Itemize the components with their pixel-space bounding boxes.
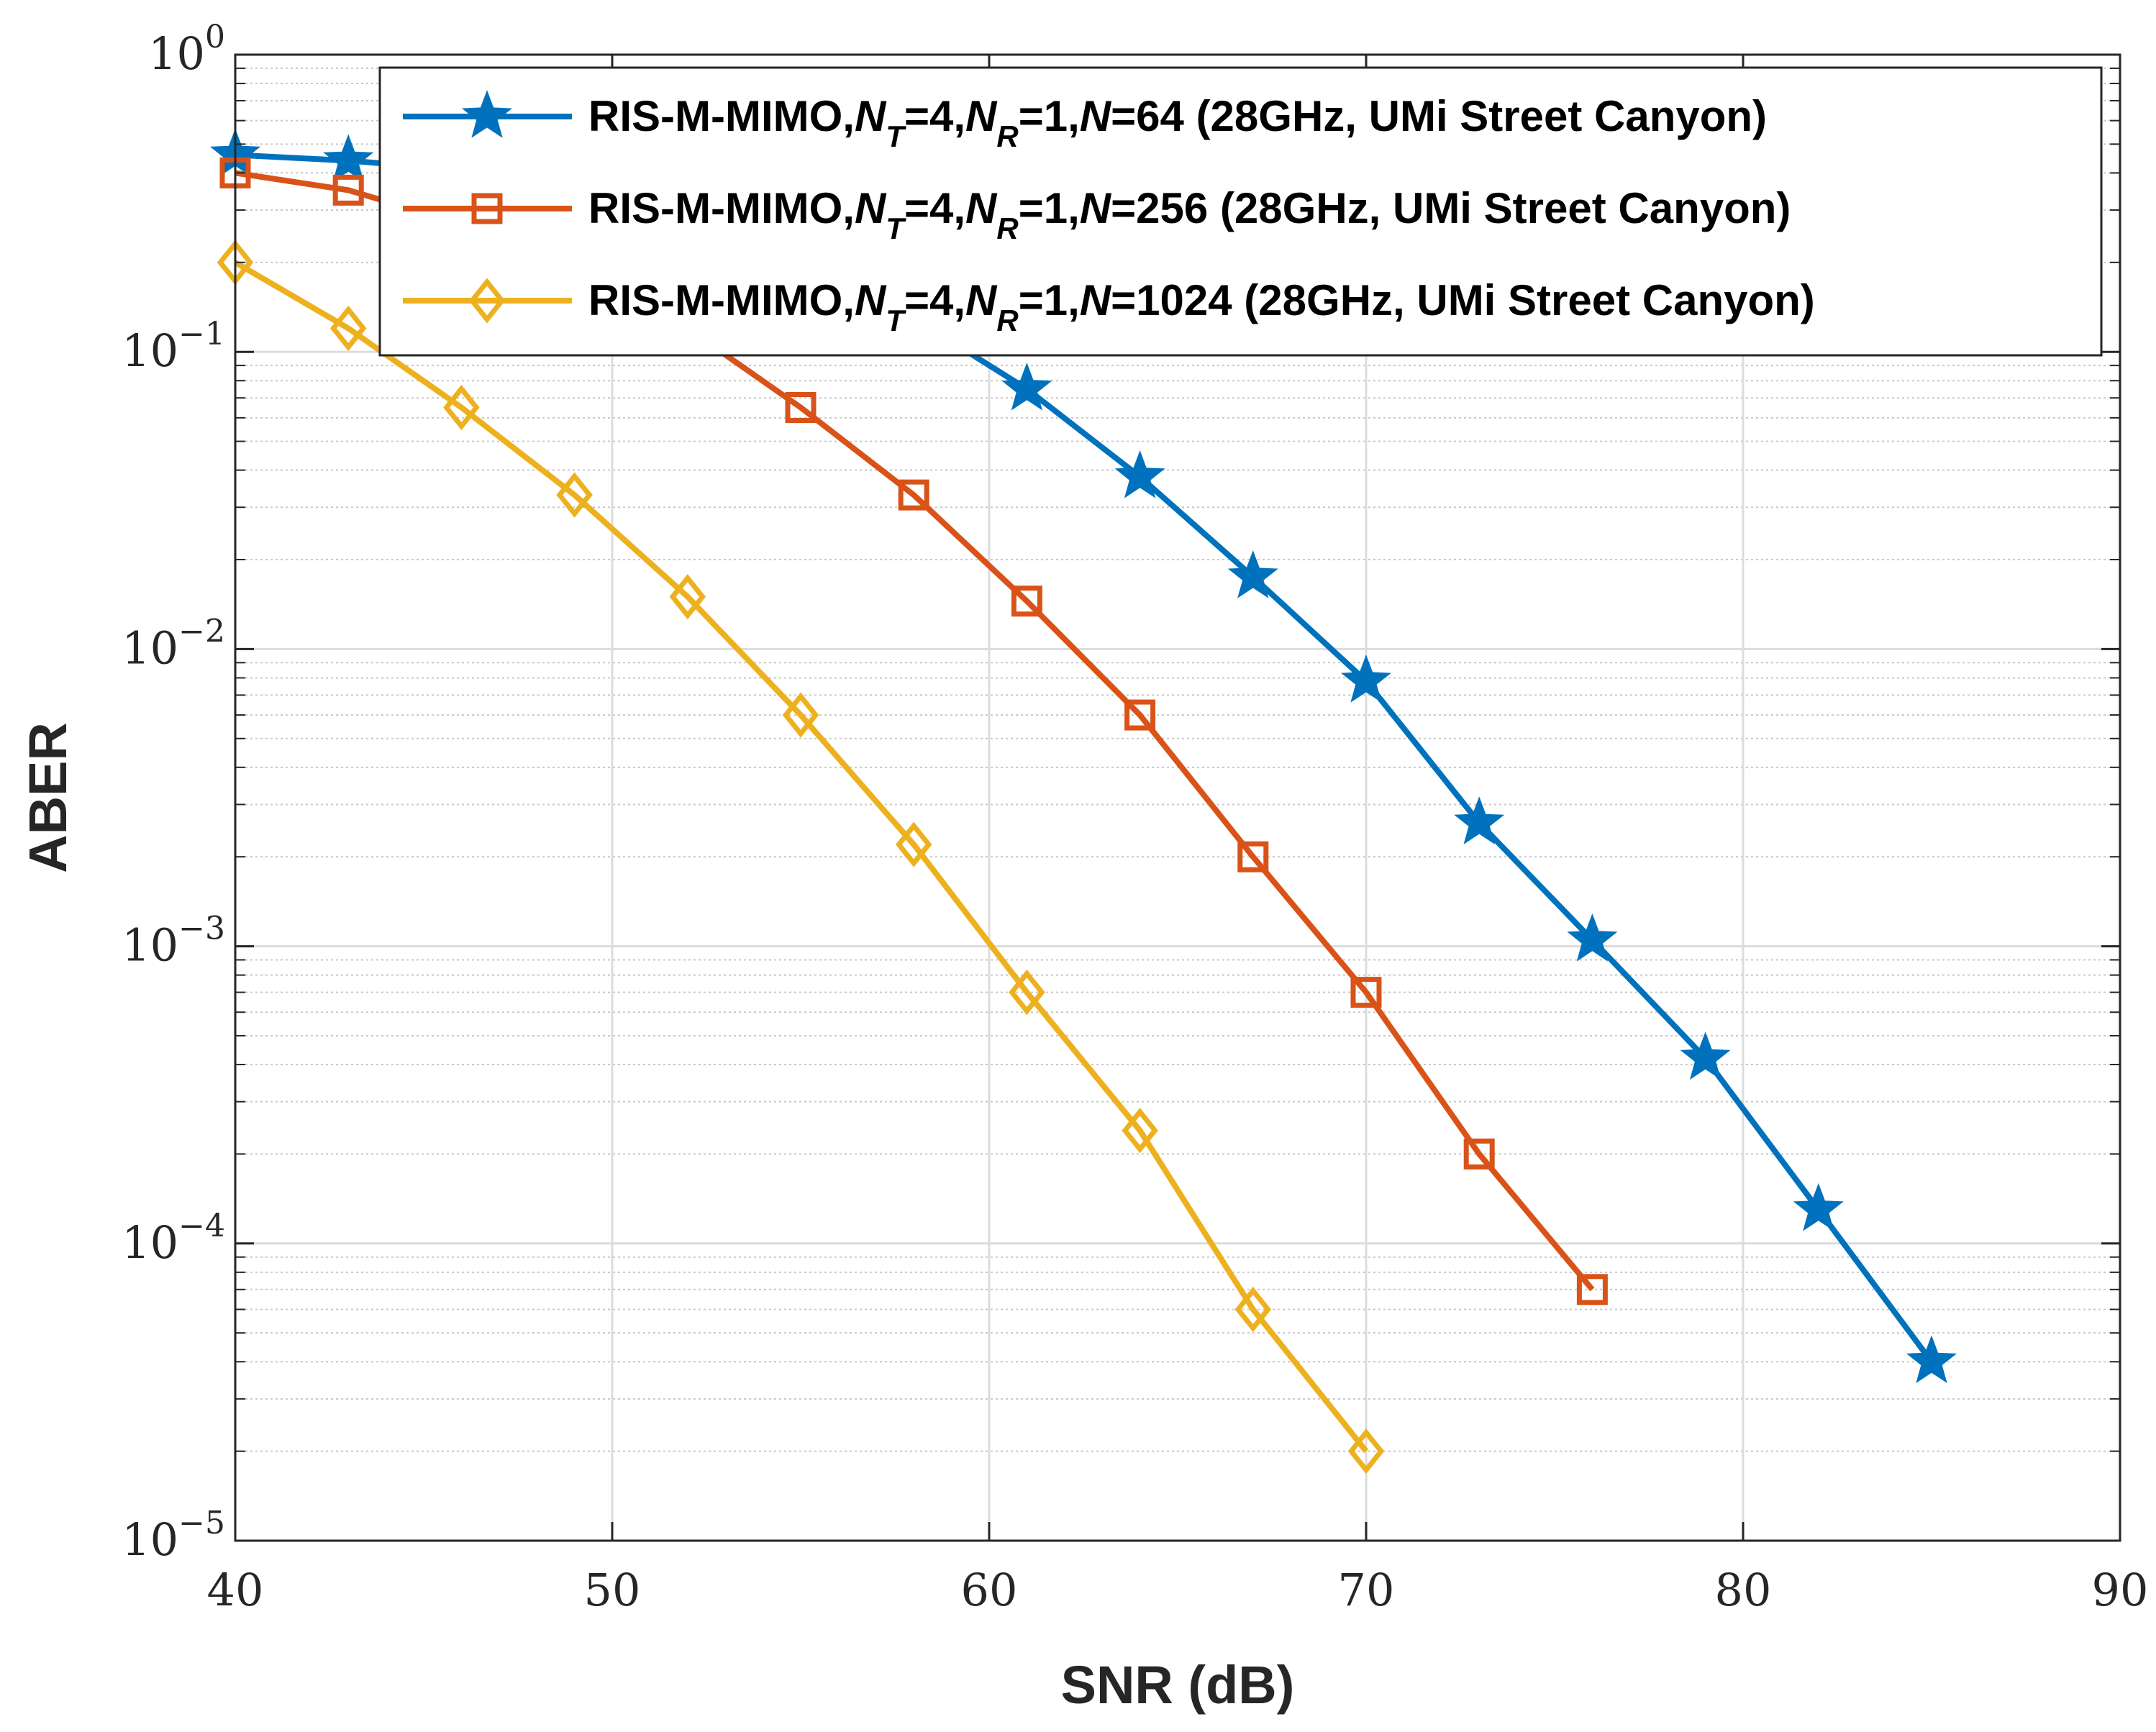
data-point	[1114, 450, 1165, 498]
data-point	[1009, 970, 1045, 1016]
y-tick-label: 10−5	[122, 1505, 225, 1566]
data-point	[1463, 1138, 1495, 1170]
legend-label: RIS-M-MIMO,NT=4,NR=1,N=64 (28GHz, UMi St…	[588, 92, 1767, 153]
y-tick-label: 10−2	[122, 613, 225, 674]
legend-entry-2: RIS-M-MIMO,NT=4,NR=1,N=256 (28GHz, UMi S…	[403, 184, 1791, 245]
legend-label: RIS-M-MIMO,NT=4,NR=1,N=256 (28GHz, UMi S…	[588, 184, 1791, 245]
data-point	[1011, 585, 1042, 617]
legend-box	[378, 66, 2103, 357]
data-point	[785, 392, 817, 424]
data-point	[1350, 977, 1382, 1008]
data-point	[556, 472, 593, 518]
data-point	[1124, 699, 1156, 731]
legend-entry-3: RIS-M-MIMO,NT=4,NR=1,N=1024 (28GHz, UMi …	[403, 276, 1815, 337]
data-point	[1340, 655, 1392, 703]
data-point	[1680, 1031, 1731, 1080]
data-point	[1906, 1335, 1957, 1384]
data-point	[1227, 550, 1278, 598]
series-3	[217, 240, 1385, 1475]
data-point	[1122, 1108, 1158, 1154]
data-point	[1347, 1428, 1385, 1475]
x-tick-label: 80	[1715, 1564, 1772, 1616]
legend-label: RIS-M-MIMO,NT=4,NR=1,N=1024 (28GHz, UMi …	[588, 276, 1815, 337]
data-point	[332, 174, 364, 206]
x-tick-label: 40	[207, 1564, 264, 1616]
data-point	[1576, 1274, 1608, 1305]
legend: RIS-M-MIMO,NT=4,NR=1,N=64 (28GHz, UMi St…	[378, 66, 2103, 357]
data-point	[1454, 796, 1505, 844]
y-tick-label: 10−1	[122, 316, 225, 377]
data-point	[669, 574, 706, 620]
data-point	[1001, 362, 1052, 411]
y-tick-label: 10−4	[122, 1208, 225, 1269]
y-tick-labels: 100 10−1 10−2 10−3 10−4 10−5	[122, 19, 225, 1566]
tick-marks	[234, 53, 2121, 1542]
x-tick-labels: 40 50 60 70 80 90	[207, 1564, 2149, 1616]
x-tick-label: 60	[961, 1564, 1018, 1616]
data-point	[1793, 1182, 1844, 1231]
data-point	[329, 305, 367, 352]
y-tick-label: 10−3	[122, 911, 225, 972]
x-tick-label: 70	[1338, 1564, 1395, 1616]
data-point	[1237, 841, 1269, 872]
legend-marker	[461, 90, 513, 138]
legend-entry-1: RIS-M-MIMO,NT=4,NR=1,N=64 (28GHz, UMi St…	[403, 90, 1767, 153]
data-point	[1567, 913, 1618, 962]
data-point	[443, 384, 480, 431]
data-point	[895, 821, 932, 867]
x-axis-title: SNR (dB)	[1061, 1655, 1295, 1715]
y-axis-title: ABER	[18, 722, 78, 873]
y-tick-label: 100	[148, 19, 225, 80]
legend-marker	[471, 193, 503, 224]
data-point	[323, 134, 374, 183]
data-point	[782, 692, 819, 738]
data-point	[898, 479, 929, 511]
plot-frame	[234, 53, 2121, 1542]
x-tick-label: 50	[584, 1564, 641, 1616]
legend-marker	[468, 278, 506, 324]
series-line	[233, 260, 1369, 1454]
x-tick-label: 90	[2092, 1564, 2149, 1616]
data-point	[1234, 1286, 1272, 1333]
